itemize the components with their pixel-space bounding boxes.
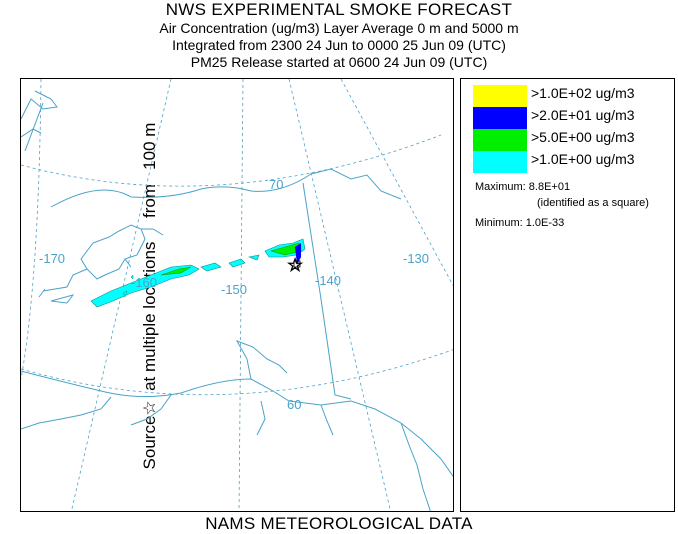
lat-60-label: 60 <box>287 397 301 412</box>
lon-140-label: -140 <box>315 273 341 288</box>
legend-label-1: >1.0E+00 ug/m3 <box>531 151 635 167</box>
plume-segment-mid3 <box>247 254 260 261</box>
legend-swatch-yellow <box>473 85 527 107</box>
plume-specks <box>122 274 134 298</box>
legend-label-5: >5.0E+00 ug/m3 <box>531 129 635 145</box>
lat-70-label: 70 <box>269 177 283 192</box>
longitude-150-line <box>238 79 244 511</box>
map-canvas: ☆ 70 60 -170 -160 -150 -140 -130 <box>21 79 453 511</box>
legend-label-20: >2.0E+01 ug/m3 <box>531 107 635 123</box>
legend-row-100: >1.0E+02 ug/m3 <box>473 85 635 107</box>
legend-swatch-cyan <box>473 151 527 173</box>
legend-panel: >1.0E+02 ug/m3 >2.0E+01 ug/m3 >5.0E+00 u… <box>460 78 675 512</box>
legend-row-5: >5.0E+00 ug/m3 <box>473 129 635 151</box>
longitude-130-line <box>340 79 453 287</box>
map-title: NWS EXPERIMENTAL SMOKE FORECAST <box>165 0 513 19</box>
lon-160-label: -160 <box>131 275 157 290</box>
longitude-170-line <box>21 79 42 380</box>
plume-max-core <box>295 243 301 265</box>
met-data-footer: NAMS METEOROLOGICAL DATA <box>205 514 473 533</box>
forecast-map: ☆ 70 60 -170 -160 -150 -140 -130 <box>20 78 454 512</box>
plume-segment-mid2 <box>228 258 246 268</box>
lon-170-label: -170 <box>39 251 65 266</box>
smoke-plume: ☆ <box>90 238 306 308</box>
subtitle-concentration: Air Concentration (ug/m3) Layer Average … <box>159 20 519 36</box>
plume-segment-mid1 <box>200 262 222 272</box>
legend-row-1: >1.0E+00 ug/m3 <box>473 151 635 173</box>
subtitle-release: PM25 Release started at 0600 24 Jun 09 (… <box>190 54 488 70</box>
coastline <box>21 90 453 511</box>
legend-row-20: >2.0E+01 ug/m3 <box>473 107 635 129</box>
maximum-value: Maximum: 8.8E+01 <box>475 181 571 193</box>
longitude-140-line <box>288 79 391 511</box>
legend-swatch-green <box>473 129 527 151</box>
legend-swatch-blue <box>473 107 527 129</box>
subtitle-integration: Integrated from 2300 24 Jun to 0000 25 J… <box>172 37 506 53</box>
lon-130-label: -130 <box>403 251 429 266</box>
plume-segment-west <box>90 264 200 308</box>
border-line <box>302 182 352 400</box>
latitude-70-line <box>21 134 442 187</box>
maximum-square-icon <box>293 260 301 268</box>
source-star-icon: ☆ <box>287 255 303 275</box>
plume-core-west <box>160 266 192 276</box>
maximum-note: (identified as a square) <box>537 197 649 209</box>
legend-label-100: >1.0E+02 ug/m3 <box>531 85 635 101</box>
minimum-value: Minimum: 1.0E-33 <box>475 217 565 229</box>
grid-labels: 70 60 -170 -160 -150 -140 -130 <box>39 177 429 412</box>
lon-150-label: -150 <box>221 282 247 297</box>
